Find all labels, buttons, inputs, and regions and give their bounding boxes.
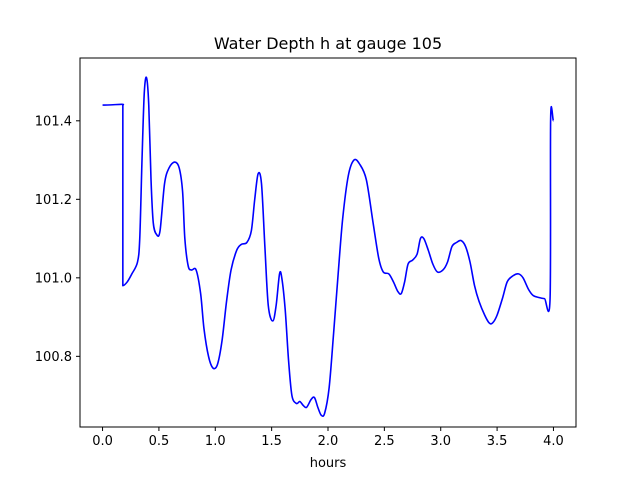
y-axis-ticks: 100.8 101.0 101.2 101.4 xyxy=(35,114,80,365)
chart-title: Water Depth h at gauge 105 xyxy=(214,34,442,53)
x-tick-label: 3.0 xyxy=(430,434,451,449)
x-tick-label: 1.0 xyxy=(205,434,226,449)
x-tick-label: 4.0 xyxy=(543,434,564,449)
x-axis-ticks: 0.0 0.5 1.0 1.5 2.0 2.5 3.0 3.5 4.0 xyxy=(92,427,564,449)
y-tick-label: 100.8 xyxy=(35,350,72,365)
y-tick-label: 101.4 xyxy=(35,114,72,129)
x-tick-label: 0.5 xyxy=(149,434,170,449)
y-tick-label: 101.0 xyxy=(35,271,72,286)
series-layer xyxy=(102,76,555,418)
x-tick-label: 1.5 xyxy=(261,434,282,449)
plot-area-frame xyxy=(79,57,577,428)
x-tick-label: 3.5 xyxy=(487,434,508,449)
y-tick-label: 101.2 xyxy=(35,193,72,208)
x-axis-label: hours xyxy=(310,456,347,471)
series-line-water-depth xyxy=(102,76,555,418)
x-tick-label: 2.0 xyxy=(318,434,339,449)
x-tick-label: 0.0 xyxy=(92,434,113,449)
x-tick-label: 2.5 xyxy=(374,434,395,449)
